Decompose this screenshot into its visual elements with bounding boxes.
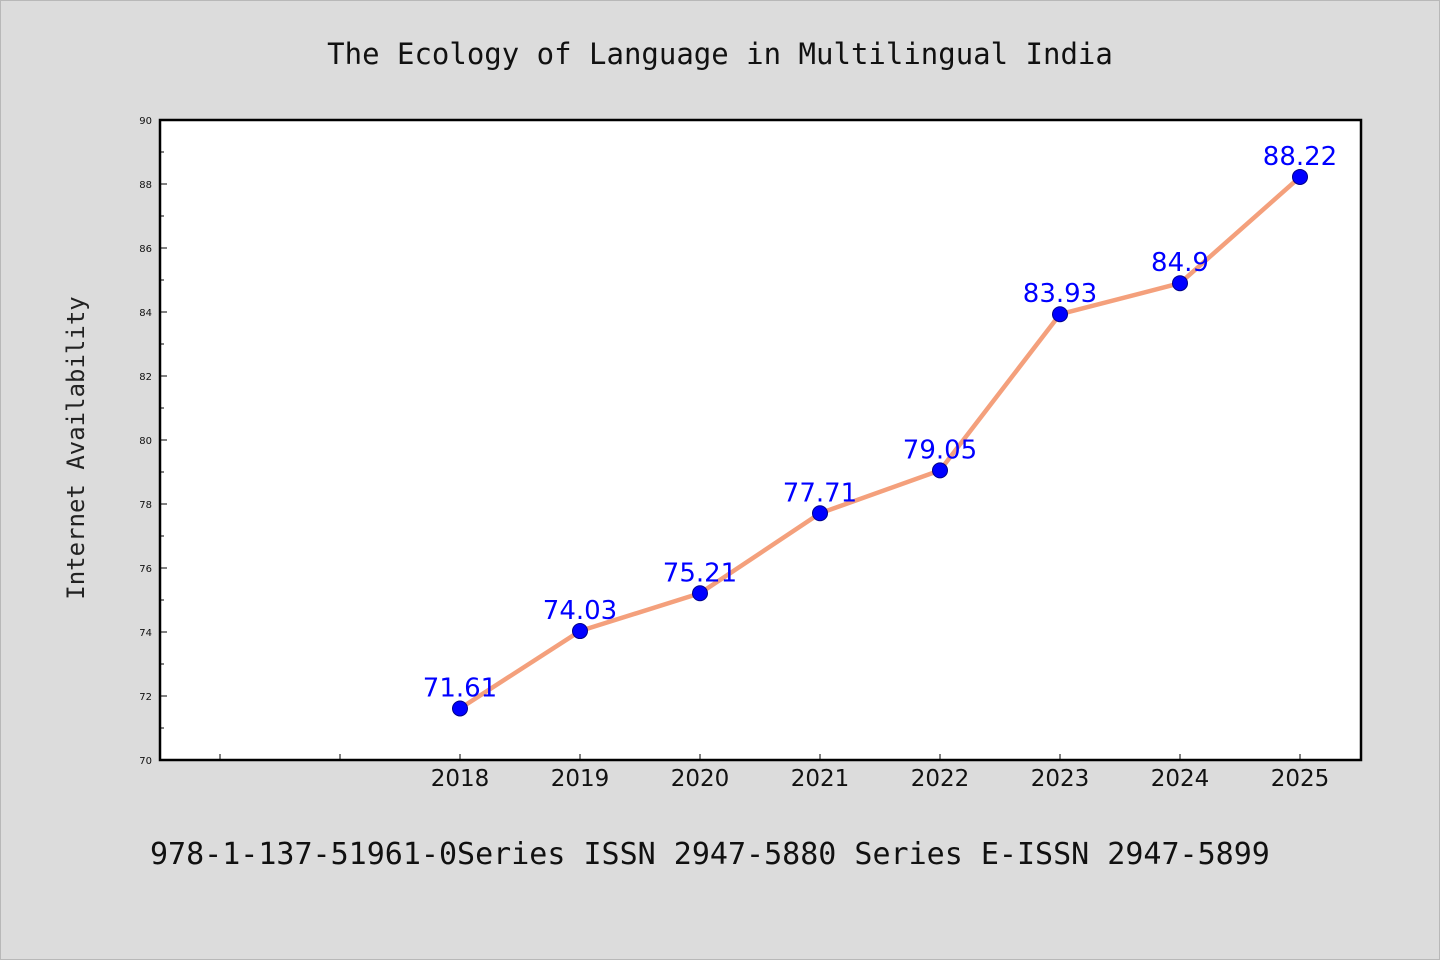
series-line: [457, 174, 1303, 711]
x-axis: 2018 2019 2020 2021 2022 2023 2024 2025: [219, 754, 1330, 792]
series-layer: 71.61 74.03 75.21 77.71 79.05 83.93 84.9 88.22: [423, 142, 1337, 717]
data-point: [932, 462, 948, 479]
data-label: 75.21: [663, 558, 737, 588]
y-tick-label: 70: [139, 756, 152, 767]
footer-isbn-issn: 978-1-137-51961-0Series ISSN 2947-5880 S…: [150, 837, 1270, 872]
data-point: [572, 623, 588, 640]
data-label: 79.05: [903, 435, 977, 465]
y-axis-label: Internet Availability: [62, 296, 90, 599]
data-point: [1172, 275, 1188, 292]
y-tick-label: 88: [139, 180, 152, 191]
y-tick-label: 74: [139, 628, 152, 639]
data-point: [452, 700, 468, 717]
x-tick-label: 2021: [791, 766, 850, 792]
x-tick-label: 2020: [671, 766, 730, 792]
x-tick-label: 2023: [1031, 766, 1090, 792]
data-label: 77.71: [783, 478, 857, 508]
y-tick-label: 72: [139, 692, 152, 703]
data-point: [1052, 306, 1068, 323]
y-tick-label: 76: [139, 564, 152, 575]
x-tick-label: 2019: [551, 766, 610, 792]
data-label: 71.61: [423, 673, 497, 703]
data-point: [812, 505, 828, 522]
data-point: [692, 585, 708, 602]
x-tick-label: 2025: [1271, 766, 1330, 792]
y-tick-label: 86: [139, 244, 152, 255]
x-tick-label: 2018: [431, 766, 490, 792]
data-label: 74.03: [543, 596, 617, 626]
chart-title: The Ecology of Language in Multilingual …: [327, 37, 1113, 71]
data-label: 83.93: [1023, 279, 1097, 309]
data-label: 84.9: [1151, 248, 1209, 278]
data-label: 88.22: [1263, 142, 1337, 172]
plot-area: [158, 118, 1363, 762]
y-tick-label: 78: [139, 500, 152, 511]
y-axis: 70 72 74 76 78 80 82 84 86 88 90: [139, 116, 167, 767]
x-tick-label: 2022: [911, 766, 970, 792]
y-tick-label: 84: [139, 308, 152, 319]
y-tick-label: 90: [139, 116, 152, 127]
y-tick-label: 80: [139, 436, 152, 447]
x-tick-label: 2024: [1151, 766, 1210, 792]
y-tick-label: 82: [139, 372, 152, 383]
data-point: [1292, 168, 1308, 185]
